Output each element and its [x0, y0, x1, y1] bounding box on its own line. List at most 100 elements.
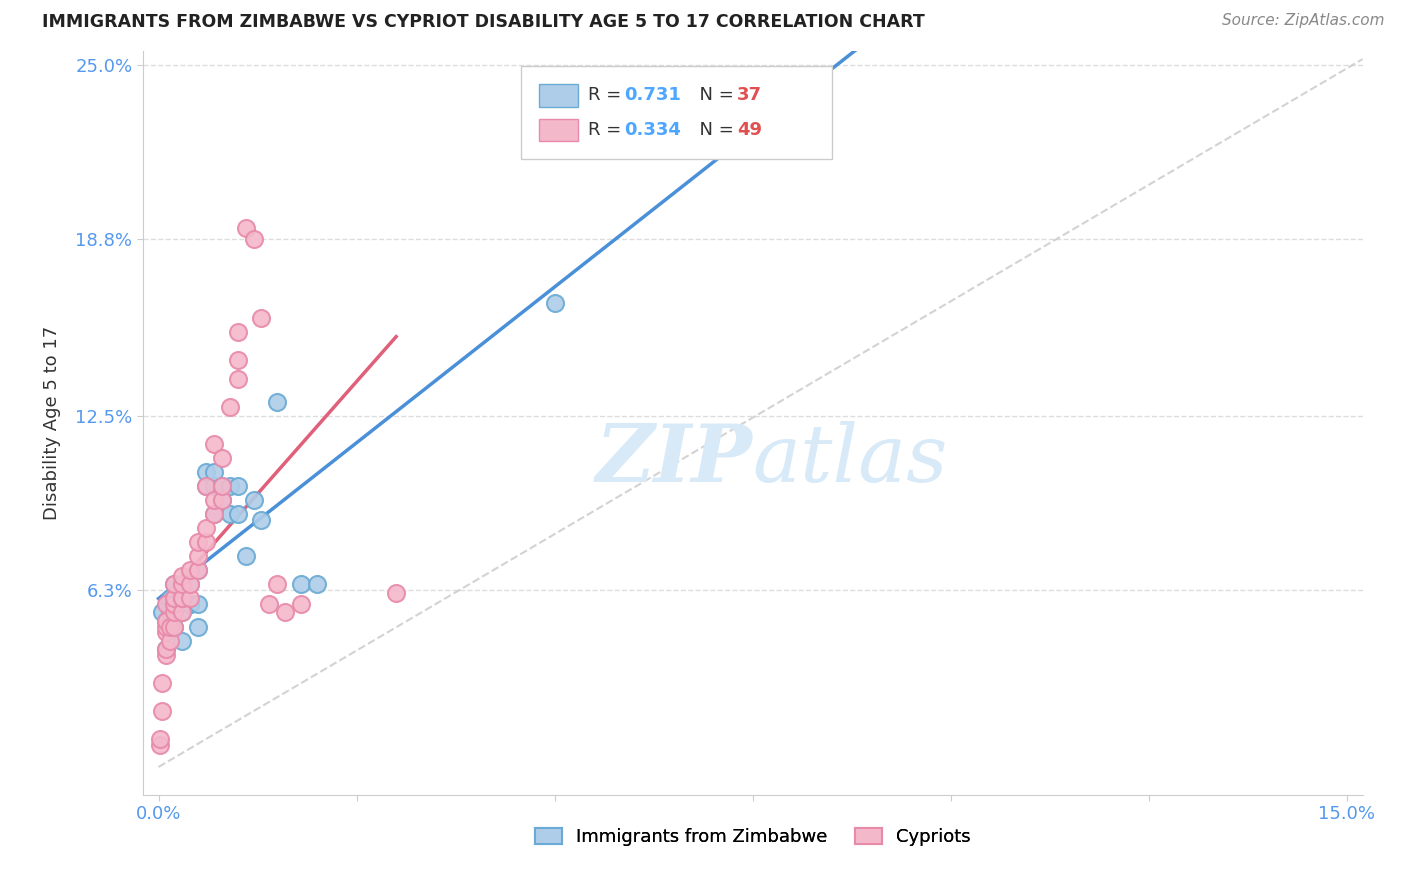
- Point: [226, 479, 249, 493]
- Point: [179, 597, 201, 611]
- Point: [163, 606, 186, 620]
- Point: [155, 597, 177, 611]
- Point: [290, 597, 312, 611]
- Point: [179, 563, 201, 577]
- Text: 37: 37: [737, 87, 762, 104]
- Point: [163, 591, 186, 606]
- Point: [187, 563, 209, 577]
- Text: ZIP: ZIP: [596, 421, 752, 499]
- Point: [187, 563, 209, 577]
- Point: [163, 597, 186, 611]
- Point: [211, 493, 233, 508]
- FancyBboxPatch shape: [520, 66, 832, 159]
- Point: [159, 606, 181, 620]
- Point: [385, 586, 408, 600]
- Point: [211, 493, 233, 508]
- Point: [218, 507, 240, 521]
- Point: [266, 577, 288, 591]
- Point: [172, 606, 194, 620]
- Text: N =: N =: [688, 87, 740, 104]
- Point: [179, 577, 201, 591]
- Point: [187, 535, 209, 549]
- Text: 0.334: 0.334: [624, 121, 682, 139]
- Point: [172, 591, 194, 606]
- Point: [290, 577, 312, 591]
- Point: [242, 232, 264, 246]
- Text: 49: 49: [737, 121, 762, 139]
- Point: [152, 704, 174, 718]
- Point: [235, 220, 257, 235]
- Point: [163, 577, 186, 591]
- Text: N =: N =: [688, 121, 740, 139]
- Point: [202, 437, 225, 451]
- Point: [202, 507, 225, 521]
- Point: [152, 675, 174, 690]
- Point: [235, 549, 257, 564]
- Point: [250, 310, 273, 325]
- Y-axis label: Disability Age 5 to 17: Disability Age 5 to 17: [44, 326, 60, 520]
- Text: R =: R =: [588, 87, 627, 104]
- Point: [155, 625, 177, 640]
- Point: [179, 597, 201, 611]
- Point: [163, 619, 186, 633]
- Point: [187, 619, 209, 633]
- Point: [155, 614, 177, 628]
- Text: atlas: atlas: [752, 421, 948, 499]
- Point: [163, 577, 186, 591]
- Point: [195, 465, 218, 479]
- Point: [172, 569, 194, 583]
- Point: [202, 479, 225, 493]
- Point: [155, 614, 177, 628]
- Point: [202, 493, 225, 508]
- Point: [218, 401, 240, 415]
- Point: [152, 606, 174, 620]
- Point: [179, 591, 201, 606]
- Point: [159, 591, 181, 606]
- Text: Source: ZipAtlas.com: Source: ZipAtlas.com: [1222, 13, 1385, 29]
- Point: [155, 648, 177, 662]
- Point: [155, 619, 177, 633]
- Point: [226, 507, 249, 521]
- Point: [195, 479, 218, 493]
- Point: [172, 591, 194, 606]
- Point: [211, 479, 233, 493]
- Point: [211, 450, 233, 465]
- Point: [195, 535, 218, 549]
- Point: [172, 577, 194, 591]
- Point: [172, 606, 194, 620]
- Point: [155, 642, 177, 657]
- Point: [305, 577, 328, 591]
- Point: [202, 465, 225, 479]
- Point: [172, 577, 194, 591]
- Point: [155, 642, 177, 657]
- Legend: Immigrants from Zimbabwe, Cypriots: Immigrants from Zimbabwe, Cypriots: [527, 821, 979, 853]
- Point: [226, 352, 249, 367]
- Text: 0.731: 0.731: [624, 87, 682, 104]
- Point: [187, 597, 209, 611]
- Point: [226, 372, 249, 386]
- Point: [172, 591, 194, 606]
- Text: R =: R =: [588, 121, 627, 139]
- Point: [250, 513, 273, 527]
- Point: [149, 738, 172, 752]
- Point: [259, 597, 281, 611]
- Point: [159, 633, 181, 648]
- Point: [195, 479, 218, 493]
- Point: [149, 731, 172, 746]
- Point: [159, 619, 181, 633]
- Point: [242, 493, 264, 508]
- FancyBboxPatch shape: [538, 84, 578, 106]
- Point: [202, 507, 225, 521]
- Point: [179, 577, 201, 591]
- Text: IMMIGRANTS FROM ZIMBABWE VS CYPRIOT DISABILITY AGE 5 TO 17 CORRELATION CHART: IMMIGRANTS FROM ZIMBABWE VS CYPRIOT DISA…: [42, 13, 925, 31]
- Point: [187, 549, 209, 564]
- Point: [543, 296, 565, 310]
- Point: [163, 606, 186, 620]
- Point: [172, 633, 194, 648]
- Point: [163, 619, 186, 633]
- Point: [226, 325, 249, 339]
- Point: [211, 479, 233, 493]
- Point: [163, 591, 186, 606]
- Point: [266, 394, 288, 409]
- FancyBboxPatch shape: [538, 120, 578, 142]
